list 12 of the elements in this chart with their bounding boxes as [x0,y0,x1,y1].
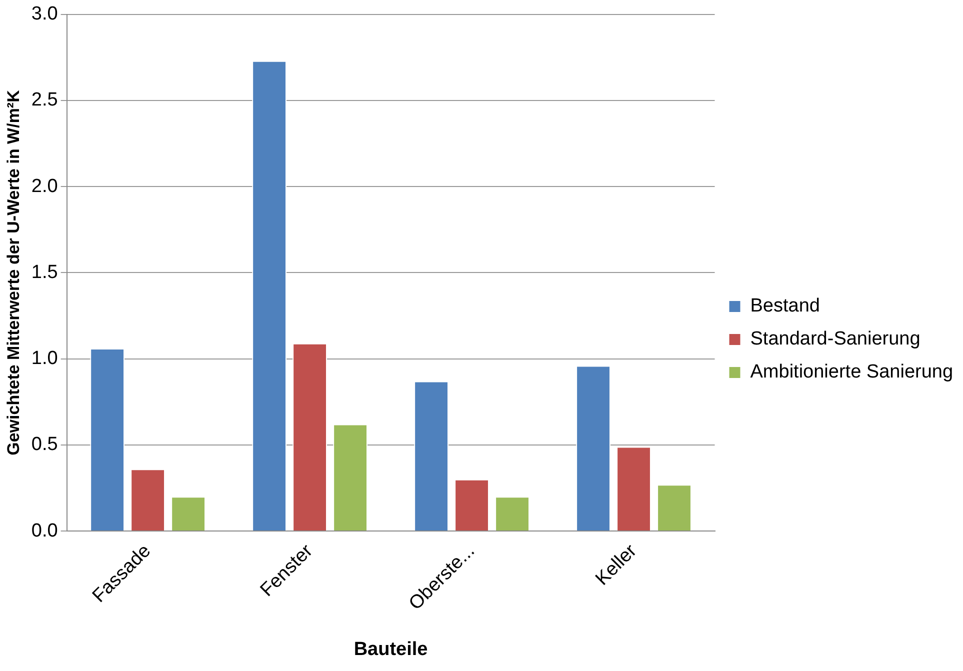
legend-label: Bestand [750,296,820,317]
y-axis-title: Gewichtete Mitterwerte der U-Werte in W/m²K [4,89,23,456]
y-tick-label: 3.0 [31,4,58,25]
y-tick-label: 2.5 [31,90,58,111]
y-tick-label: 0.5 [31,434,58,456]
legend-label: Standard-Sanierung [750,328,920,350]
y-tick-label: 0.0 [31,520,58,542]
y-tick-label: 1.0 [31,348,58,370]
y-tick-label: 2.0 [31,176,58,197]
y-tick-label: 1.5 [31,262,58,283]
x-axis-title: Bauteile [354,638,428,660]
legend-label: Ambitionierte Sanierung [750,362,954,383]
